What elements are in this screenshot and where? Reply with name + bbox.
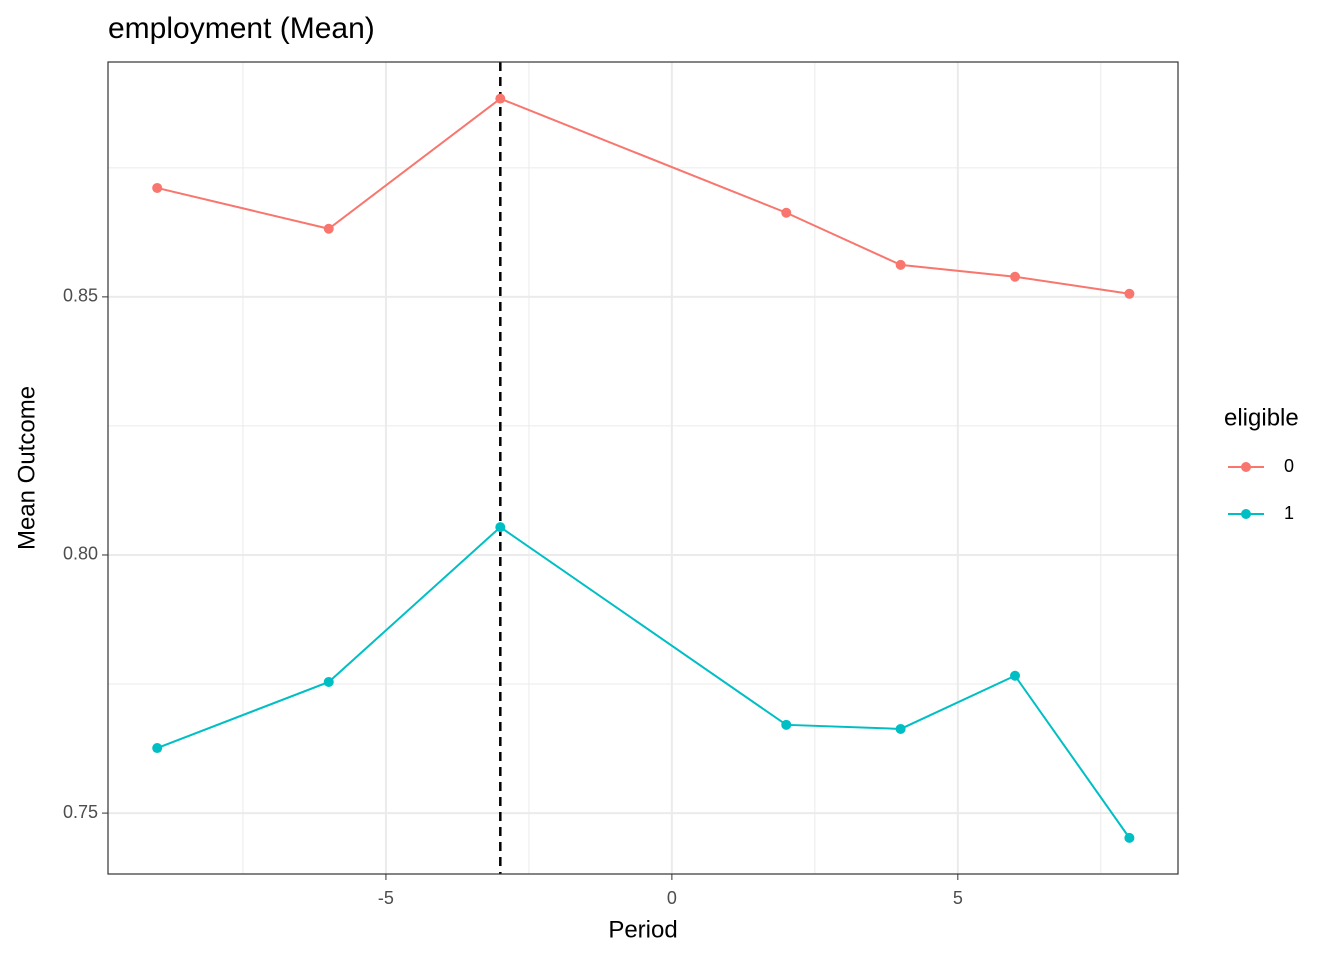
data-point [1124, 832, 1135, 843]
data-point [895, 723, 906, 734]
data-point [323, 676, 334, 687]
data-point [781, 207, 792, 218]
data-point [1124, 288, 1135, 299]
data-point [495, 93, 506, 104]
data-point [1010, 271, 1021, 282]
x-tick-label: 0 [667, 888, 677, 908]
chart-title: employment (Mean) [108, 12, 375, 45]
data-point [1010, 670, 1021, 681]
series-line [156, 525, 1131, 839]
data-point [152, 182, 163, 193]
data-point [323, 223, 334, 234]
x-tick-label: 5 [953, 888, 963, 908]
y-tick-label: 0.75 [63, 802, 98, 822]
y-tick-label: 0.85 [63, 286, 98, 306]
data-point [495, 522, 506, 533]
legend-label: 1 [1284, 503, 1294, 523]
data-point [781, 719, 792, 730]
legend-title: eligible [1224, 404, 1299, 431]
y-tick-label: 0.80 [63, 544, 98, 564]
legend-label: 0 [1284, 456, 1294, 476]
legend-marker [1241, 509, 1251, 519]
series-line [156, 97, 1130, 295]
x-axis-title: Period [608, 916, 677, 943]
x-tick-label: -5 [378, 888, 394, 908]
y-axis-title: Mean Outcome [13, 386, 40, 550]
legend-marker [1241, 462, 1251, 472]
data-point [152, 743, 163, 754]
data-point [895, 259, 906, 270]
panel-border [107, 61, 1179, 875]
